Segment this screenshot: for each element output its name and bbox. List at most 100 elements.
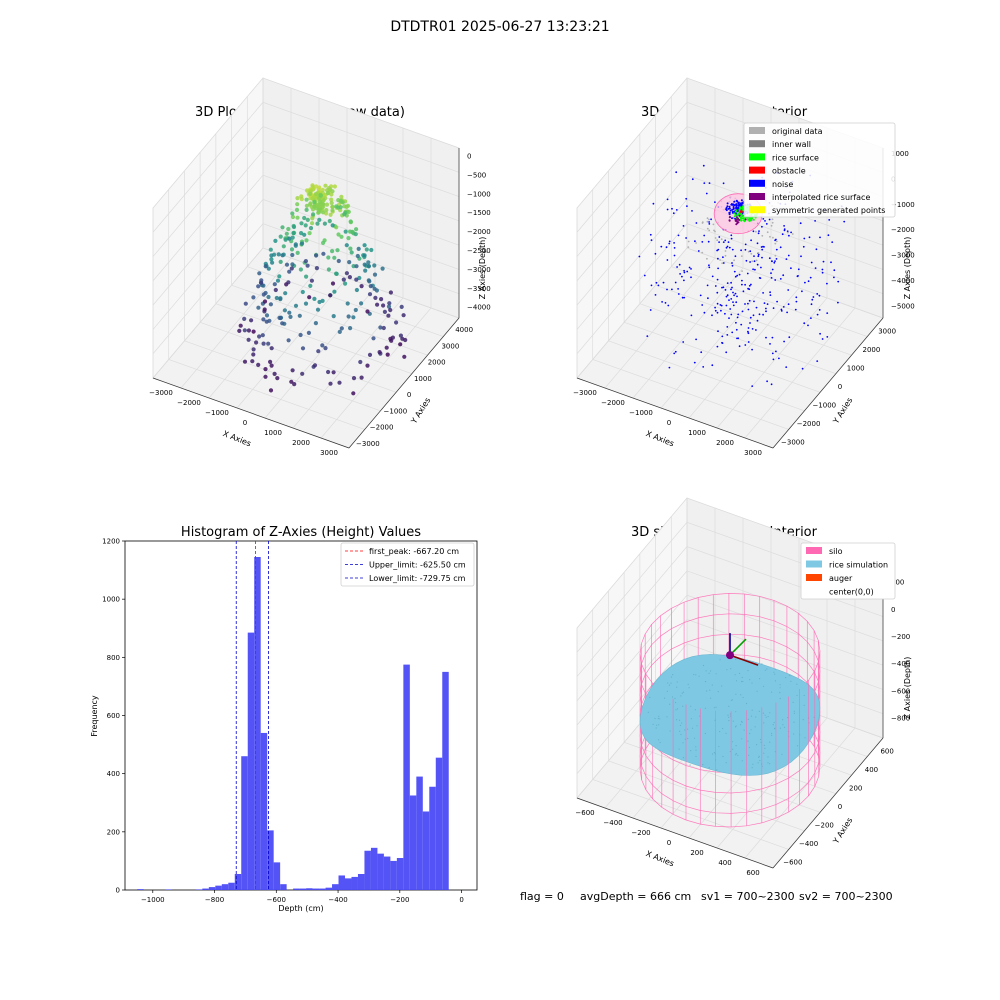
noise-point — [751, 348, 753, 351]
noise-point — [816, 313, 819, 316]
noise-point — [683, 269, 685, 272]
original-data-point — [719, 259, 721, 261]
rice-mesh-point — [681, 722, 683, 724]
noise-point — [724, 289, 727, 291]
raw-data-point — [326, 369, 331, 375]
panel1-points — [237, 183, 408, 396]
original-data-point — [712, 223, 715, 226]
y-tick-label: −600 — [783, 859, 802, 867]
rice-mesh-point — [735, 753, 737, 755]
x-tick-label: 0 — [243, 419, 247, 427]
raw-data-point — [269, 257, 274, 262]
noise-point — [691, 210, 693, 212]
legend-swatch — [749, 206, 765, 214]
raw-data-point — [269, 253, 274, 258]
noise-point — [819, 236, 821, 239]
noise-point — [708, 223, 711, 225]
noise-point — [749, 261, 751, 263]
original-data-point — [706, 220, 709, 223]
noise-point — [667, 304, 670, 307]
raw-data-point — [283, 237, 288, 242]
noise-point — [675, 209, 678, 211]
noise-point — [735, 321, 737, 324]
noise-point — [764, 220, 766, 222]
noise-point — [671, 207, 673, 210]
raw-data-point — [311, 212, 316, 217]
y-tick-label: −2000 — [370, 424, 394, 432]
raw-data-point — [388, 336, 393, 341]
raw-data-point — [305, 263, 310, 268]
noise-point — [735, 204, 738, 207]
rice-mesh-point — [704, 732, 706, 735]
raw-data-point — [330, 204, 335, 209]
legend-label: auger — [829, 574, 853, 583]
z-tick-label: −800 — [891, 715, 910, 723]
raw-data-point — [302, 215, 307, 221]
panel1-y-label: Y Axies — [409, 396, 433, 426]
noise-point — [735, 206, 738, 209]
raw-data-point — [289, 247, 295, 252]
original-data-point — [721, 262, 724, 265]
raw-data-point — [339, 194, 344, 199]
noise-point — [734, 275, 737, 278]
noise-point — [733, 200, 736, 203]
raw-data-point — [330, 281, 336, 286]
noise-point — [756, 319, 759, 322]
raw-data-point — [284, 262, 290, 267]
noise-point — [726, 205, 729, 208]
raw-data-point — [290, 262, 295, 267]
x-tick-label: −1000 — [629, 409, 653, 417]
z-tick-label: −2500 — [467, 247, 491, 255]
noise-point — [818, 294, 821, 297]
raw-data-point — [377, 350, 382, 355]
raw-data-point — [344, 271, 349, 276]
raw-data-point — [263, 374, 268, 379]
z-tick-label: −5000 — [891, 302, 915, 310]
raw-data-point — [304, 207, 309, 212]
rice-mesh-point — [721, 685, 723, 687]
noise-point — [795, 296, 798, 299]
noise-point — [786, 230, 789, 233]
raw-data-point — [314, 266, 319, 271]
noise-point — [722, 256, 724, 259]
raw-data-point — [259, 280, 264, 285]
rice-mesh-point — [684, 738, 686, 740]
rice-mesh-point — [779, 727, 782, 729]
noise-point — [830, 261, 832, 264]
raw-data-point — [362, 243, 367, 248]
raw-data-point — [318, 193, 323, 198]
raw-data-point — [299, 241, 305, 246]
original-data-point — [687, 240, 690, 243]
noise-point — [766, 380, 768, 383]
noise-point — [690, 314, 693, 317]
raw-data-point — [341, 277, 346, 282]
rice-mesh-point — [774, 673, 776, 675]
rice-mesh-point — [763, 722, 765, 724]
raw-data-point — [287, 310, 292, 315]
y-tick-label: 1000 — [414, 375, 432, 383]
raw-data-point — [303, 301, 309, 306]
raw-data-point — [321, 251, 326, 256]
noise-point — [731, 248, 734, 251]
raw-data-point — [324, 202, 330, 207]
rice-mesh-point — [727, 714, 729, 716]
panel1-x-label: X Axies — [222, 429, 253, 448]
noise-point — [765, 307, 767, 310]
rice-mesh-point — [742, 680, 744, 683]
noise-point — [716, 345, 719, 348]
legend-label: center(0,0) — [829, 588, 874, 597]
raw-data-point — [278, 234, 283, 239]
raw-data-point — [262, 299, 268, 304]
noise-point — [726, 245, 729, 248]
y-tick-label: 0 — [116, 887, 120, 895]
noise-point — [668, 242, 671, 245]
raw-data-point — [388, 307, 393, 313]
noise-point — [831, 241, 834, 244]
raw-data-point — [367, 292, 373, 297]
histogram-bar — [429, 786, 436, 890]
rice-mesh-point — [735, 725, 737, 727]
rice-mesh-point — [705, 670, 707, 672]
y-axis-line — [348, 317, 460, 449]
rice-mesh-point — [695, 674, 697, 676]
histogram-bar — [254, 557, 261, 890]
